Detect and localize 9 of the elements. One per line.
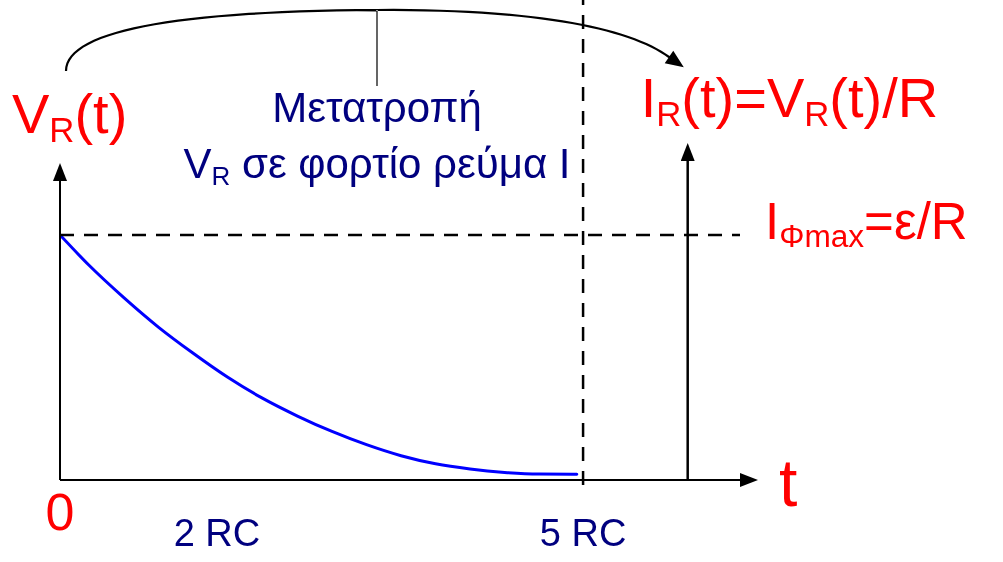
x-axis-title: t: [779, 446, 798, 520]
x-tick-label: 0: [45, 483, 75, 541]
x-tick-label: 5 RC: [539, 512, 627, 554]
x-tick-label: 2 RC: [173, 512, 261, 554]
text: Μετατροπή: [272, 84, 482, 131]
text: V$_{R}$ σε φορτίο ρεύμα I: [183, 140, 571, 191]
series-label: I$_{Φmax}$=ε/R: [765, 192, 968, 255]
y-axis-title: V$_{R}$(t): [12, 82, 128, 149]
ref-line-label: I$_{R}$(t)=V$_{R}$(t)/R: [640, 66, 939, 133]
